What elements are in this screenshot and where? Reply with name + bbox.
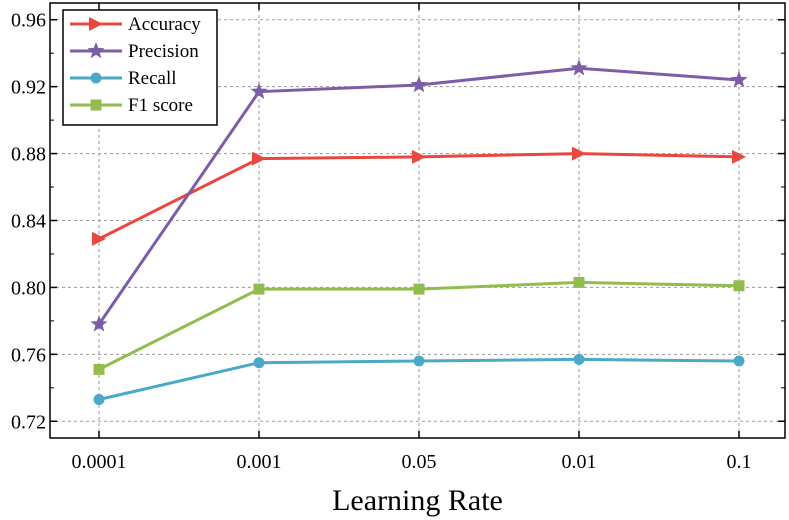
accuracy-point [92,231,106,246]
axis-ticks: 0.72 0.76 0.80 0.84 0.88 0.92 0.96 0.0001 0.001 0… [11,3,785,473]
x-tick-label: 0.001 [237,451,282,473]
f1-score-point [573,276,585,288]
precision-point [730,70,748,88]
series-f1-score [93,276,745,375]
recall-point [413,355,425,367]
precision-point [410,75,428,93]
series-precision [90,59,748,332]
precision-point [250,82,268,99]
x-tick-label: 0.1 [727,451,752,473]
x-axis-title: Learning Rate [332,484,503,517]
x-tick-label: 0.01 [562,451,597,473]
accuracy-point [252,151,266,166]
accuracy-point [572,146,586,161]
precision-point [90,315,108,332]
f1-score-point [93,363,105,375]
y-tick-label: 0.84 [11,211,46,233]
precision-point [570,59,588,76]
legend-label-precision: Precision [128,41,199,62]
y-tick-label: 0.92 [11,77,46,99]
legend-marker-precision [87,42,105,59]
legend-label-accuracy: Accuracy [128,14,201,35]
legend-marker-accuracy [89,17,103,31]
series-layer [90,59,748,406]
x-tick-label: 0.05 [402,451,437,473]
accuracy-point [732,149,746,164]
x-tick-label: 0.0001 [72,451,127,473]
recall-point [253,357,265,369]
y-tick-label: 0.72 [11,411,46,433]
y-tick-label: 0.76 [11,344,46,366]
y-tick-label: 0.88 [11,144,46,166]
f1-score-point [413,283,425,295]
legend: Accuracy Precision Recall F1 score [62,9,218,126]
f1-score-point [253,283,265,295]
legend-marker-recall [90,72,102,84]
y-tick-label: 0.96 [11,10,46,32]
f1-score-point [733,280,745,292]
series-recall [93,353,745,406]
recall-point [93,394,105,406]
legend-marker-f1-score [90,99,102,111]
accuracy-point [412,149,426,164]
legend-label-f1-score: F1 score [128,95,193,116]
recall-point [573,353,585,365]
y-tick-label: 0.80 [11,277,46,299]
series-accuracy [92,146,746,246]
recall-point [733,355,745,367]
legend-label-recall: Recall [128,68,177,89]
